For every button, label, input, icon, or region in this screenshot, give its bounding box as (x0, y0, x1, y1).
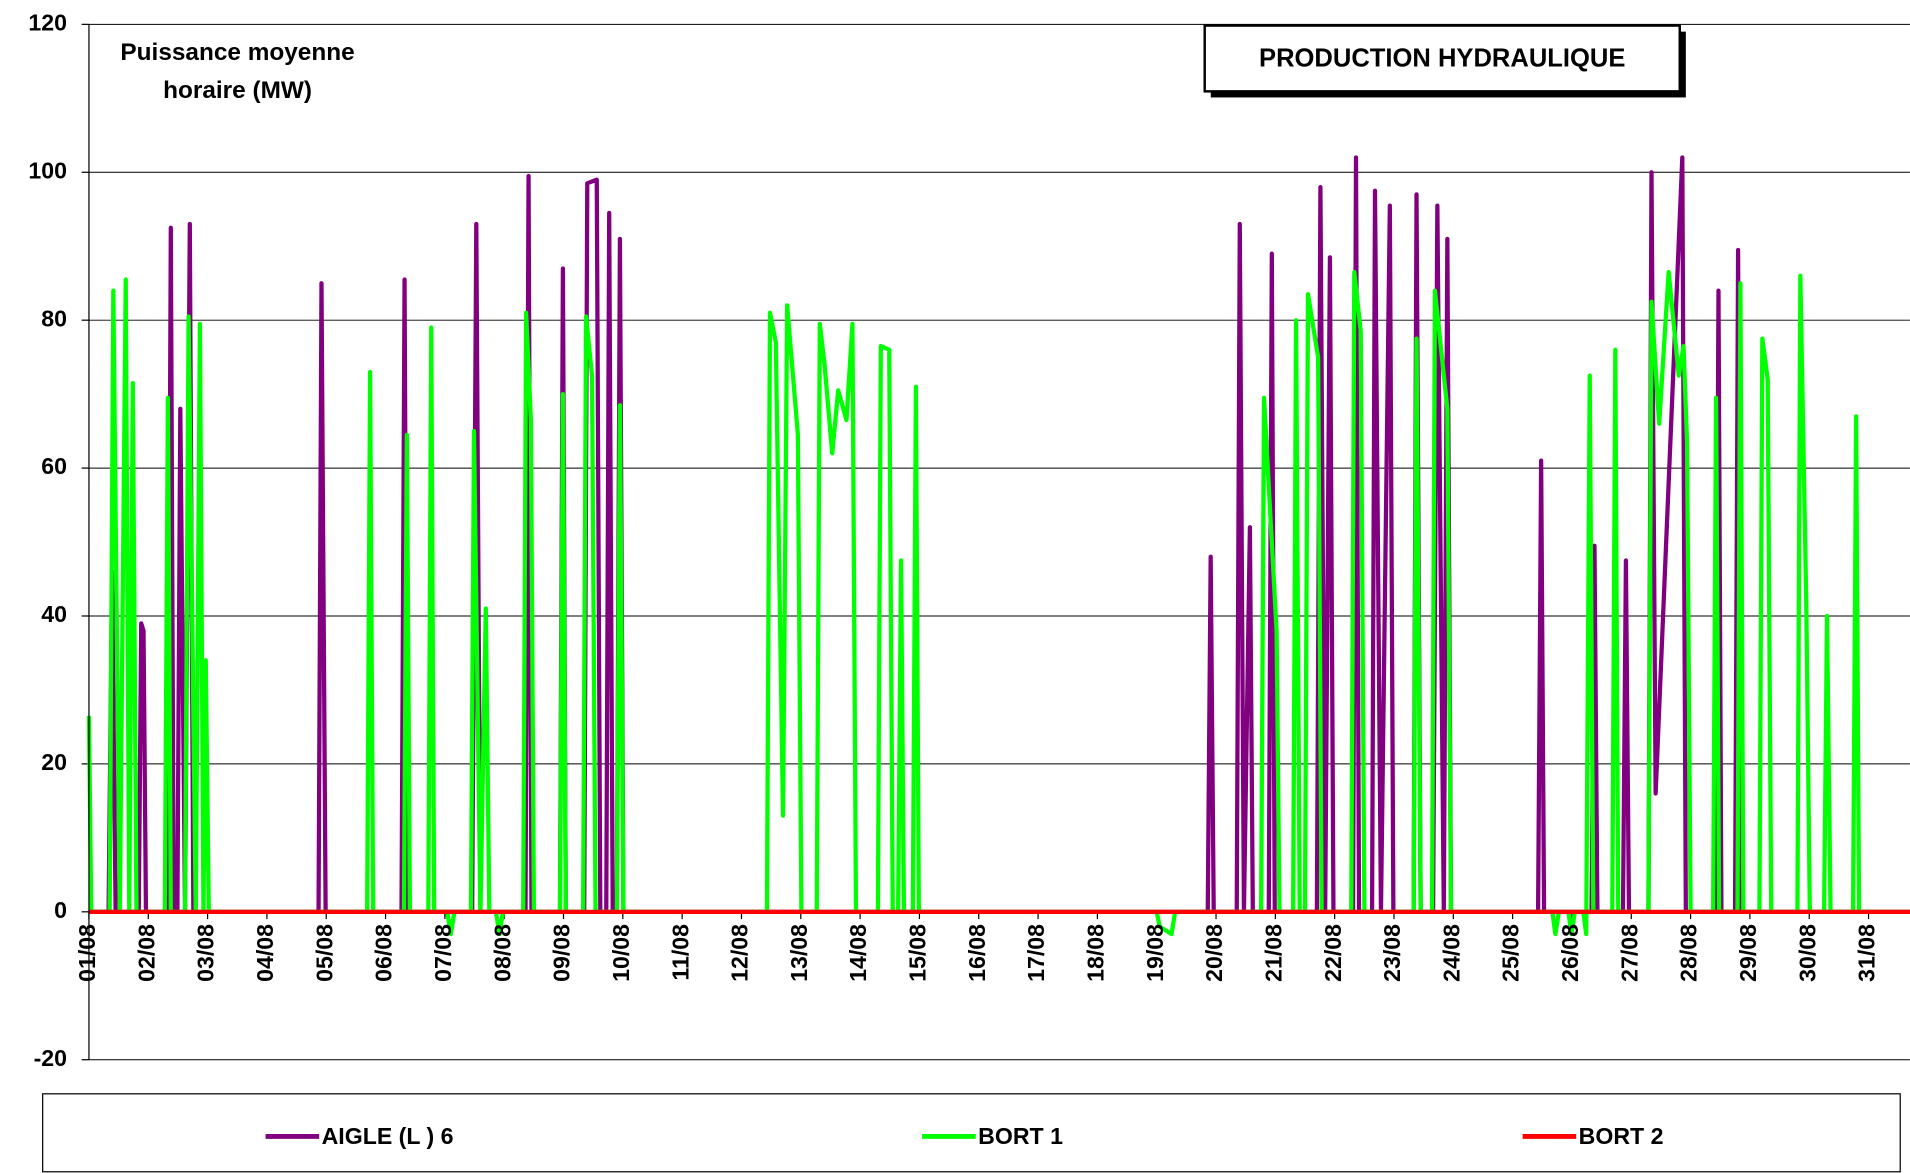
x-tick-label: 19/08 (1142, 924, 1168, 982)
x-tick-label: 08/08 (489, 924, 515, 982)
x-tick-label: 18/08 (1083, 924, 1109, 982)
x-tick-label: 20/08 (1201, 924, 1227, 982)
x-tick-label: 05/08 (311, 924, 337, 982)
plot (86, 155, 1910, 937)
y-axis-label: Puissance moyenne (120, 39, 354, 66)
x-tick-label: 11/08 (667, 924, 693, 981)
x-tick-label: 17/08 (1023, 924, 1049, 982)
y-tick-label: 80 (41, 305, 67, 331)
legend-label: BORT 1 (978, 1123, 1063, 1149)
y-tick-label: 20 (41, 749, 67, 775)
x-tick-label: 21/08 (1260, 924, 1286, 982)
x-tick-label: 07/08 (430, 924, 456, 982)
x-tick-label: 25/08 (1498, 924, 1524, 982)
x-tick-label: 30/08 (1794, 924, 1820, 982)
x-tick-label: 29/08 (1735, 924, 1761, 982)
x-tick-label: 15/08 (905, 924, 931, 982)
y-axis-label: horaire (MW) (163, 77, 312, 104)
y-tick-label: 40 (41, 601, 67, 627)
x-tick-label: 13/08 (786, 924, 812, 982)
x-tick-label: 31/08 (1854, 924, 1880, 982)
x-tick-label: 23/08 (1379, 924, 1405, 982)
x-tick-label: 03/08 (193, 924, 219, 982)
x-tick-label: 16/08 (964, 924, 990, 982)
legend-label: BORT 2 (1579, 1123, 1664, 1149)
legend-label: AIGLE (L ) 6 (322, 1123, 454, 1149)
x-tick-label: 26/08 (1557, 924, 1583, 982)
y-tick-label: 60 (41, 453, 67, 479)
x-tick-label: 12/08 (727, 924, 753, 982)
grid (81, 23, 1910, 1061)
x-tick-label: 24/08 (1438, 924, 1464, 982)
x-tick-label: 27/08 (1616, 924, 1642, 982)
legend (42, 1093, 1901, 1173)
x-tick-label: 04/08 (252, 924, 278, 982)
x-tick-label: 28/08 (1676, 924, 1702, 982)
x-tick-label: 10/08 (608, 924, 634, 982)
y-tick-label: -20 (34, 1045, 67, 1071)
y-tick-label: 0 (54, 897, 67, 923)
x-tick-label: 06/08 (371, 924, 397, 982)
chart-title: PRODUCTION HYDRAULIQUE (1259, 44, 1625, 72)
ylabel-box (91, 26, 384, 119)
title-box (1203, 24, 1681, 93)
y-tick-label: 100 (28, 157, 67, 183)
x-tick-label: 14/08 (845, 924, 871, 982)
y-tick-label: 120 (28, 9, 67, 35)
x-tick-label: 01/08 (74, 924, 100, 982)
x-tick-label: 22/08 (1320, 924, 1346, 982)
x-tick-label: 09/08 (549, 924, 575, 982)
x-tick-label: 02/08 (133, 924, 159, 982)
